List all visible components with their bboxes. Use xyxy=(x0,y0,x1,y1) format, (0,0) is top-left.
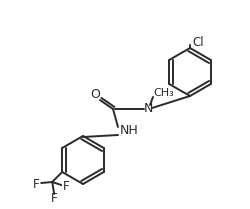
Text: CH₃: CH₃ xyxy=(152,88,173,98)
Text: N: N xyxy=(143,102,152,116)
Text: F: F xyxy=(63,180,69,192)
Text: F: F xyxy=(33,177,39,190)
Text: F: F xyxy=(51,192,57,205)
Text: O: O xyxy=(90,88,100,102)
Text: Cl: Cl xyxy=(191,36,203,48)
Text: NH: NH xyxy=(120,124,138,136)
